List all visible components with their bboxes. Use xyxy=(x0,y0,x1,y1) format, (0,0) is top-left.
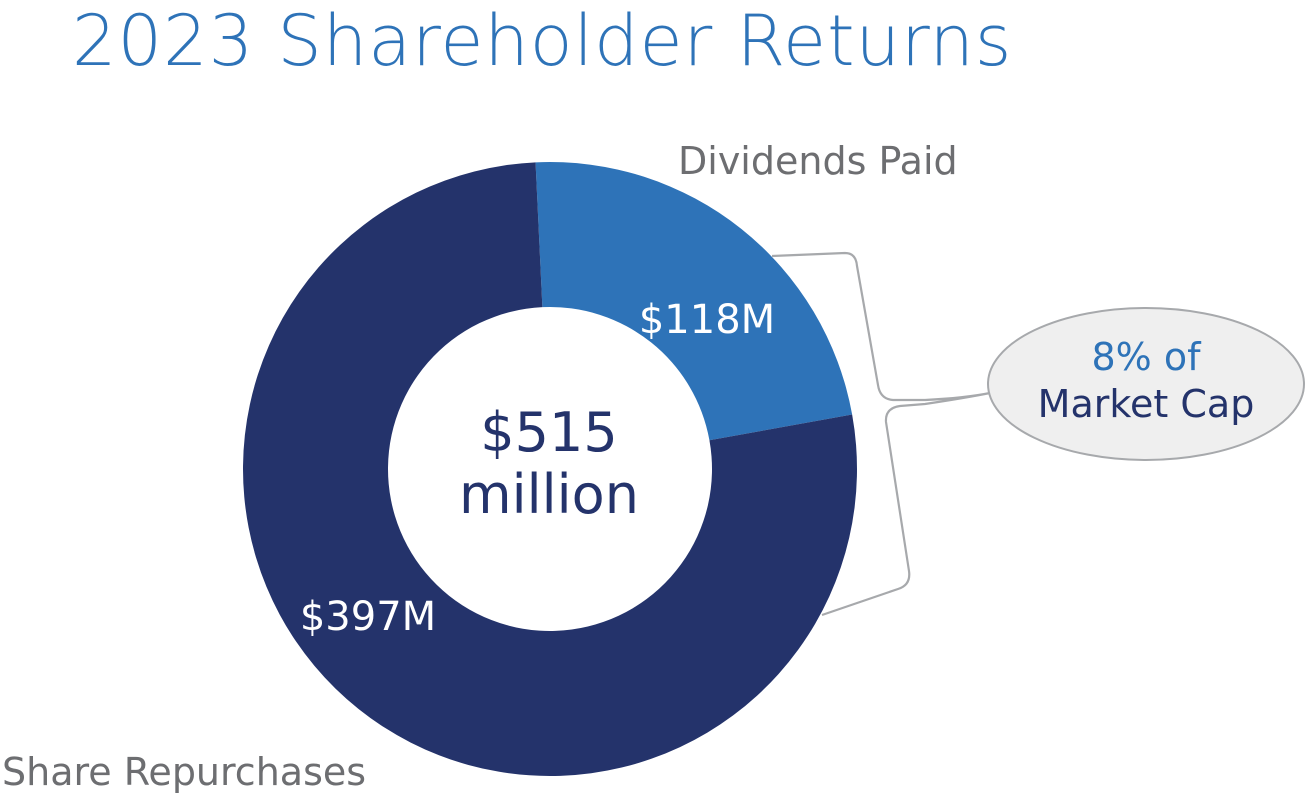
category-label-repurchases: Share Repurchases xyxy=(2,750,366,794)
donut-slices xyxy=(242,162,858,776)
center-total-line2: million xyxy=(459,463,639,526)
callout-bubble xyxy=(987,307,1305,461)
chart-title: 2023 Shareholder Returns xyxy=(72,0,1013,82)
slice-dividends xyxy=(535,162,853,441)
callout-line2: Market Cap xyxy=(1038,382,1255,426)
slice-label-dividends: $118M xyxy=(639,297,775,343)
slice-label-repurchases: $397M xyxy=(300,594,436,640)
callout-line1: 8% of xyxy=(1092,335,1203,379)
category-label-dividends: Dividends Paid xyxy=(678,139,958,183)
slice-repurchases xyxy=(242,162,858,776)
center-total-line1: $515 xyxy=(480,401,617,464)
